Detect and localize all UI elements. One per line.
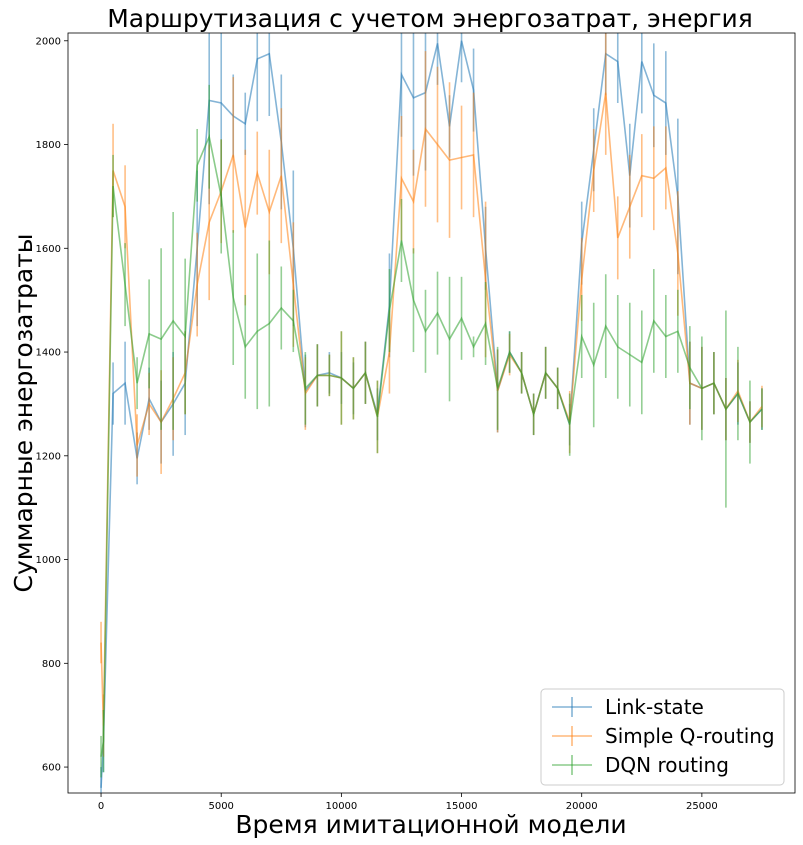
y-tick-label-1000: 1000 <box>36 555 61 566</box>
x-tick-label-10000: 10000 <box>325 801 357 812</box>
chart-title: Маршрутизация с учетом энергозатрат, эне… <box>107 4 753 33</box>
plot-frame <box>67 32 796 794</box>
x-tick-label-5000: 5000 <box>208 801 233 812</box>
series-line-dqn-routing <box>100 134 763 757</box>
x-tick-label-20000: 20000 <box>566 801 598 812</box>
y-tick-label-800: 800 <box>42 659 61 670</box>
legend: Link-state Simple Q-routing DQN routing <box>540 688 785 786</box>
y-axis: 600 800 1000 1200 1400 1600 1800 2000 <box>36 36 68 774</box>
legend-box <box>540 688 785 786</box>
legend-entry-simple-q-routing: Simple Q-routing <box>552 724 775 748</box>
series-dqn-routing <box>100 84 763 778</box>
x-tick-label-25000: 25000 <box>686 801 718 812</box>
legend-entry-dqn-routing: DQN routing <box>552 753 729 777</box>
x-tick-label-15000: 15000 <box>446 801 478 812</box>
y-axis-label: Суммарные энергозатраты <box>9 234 38 593</box>
y-tick-label-1400: 1400 <box>36 348 61 359</box>
legend-label-dqn-routing: DQN routing <box>605 753 729 777</box>
x-axis: 0 5000 10000 15000 20000 25000 <box>98 793 718 812</box>
y-tick-label-1200: 1200 <box>36 451 61 462</box>
y-tick-label-1800: 1800 <box>36 140 61 151</box>
x-tick-label-0: 0 <box>98 801 104 812</box>
legend-label-simple-q-routing: Simple Q-routing <box>605 724 775 748</box>
x-axis-label: Время имитационной модели <box>235 810 626 839</box>
legend-label-link-state: Link-state <box>605 695 704 719</box>
y-tick-label-2000: 2000 <box>36 36 61 47</box>
legend-entry-link-state: Link-state <box>552 695 704 719</box>
y-tick-label-1600: 1600 <box>36 244 61 255</box>
series-layer <box>100 33 763 793</box>
y-tick-label-600: 600 <box>42 763 61 774</box>
series-line-simple-q-routing <box>100 92 763 726</box>
